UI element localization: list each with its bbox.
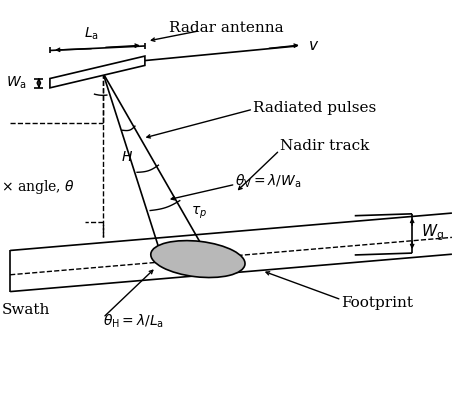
Text: $\theta_\mathrm{V} = \lambda/W_\mathrm{a}$: $\theta_\mathrm{V} = \lambda/W_\mathrm{a… [236, 173, 302, 190]
Text: Radar antenna: Radar antenna [169, 21, 284, 35]
Text: Swath: Swath [1, 303, 50, 317]
Ellipse shape [151, 241, 245, 278]
Text: Radiated pulses: Radiated pulses [253, 102, 376, 116]
Text: $W_\mathrm{a}$: $W_\mathrm{a}$ [6, 75, 27, 91]
Text: $\times$ angle, $\theta$: $\times$ angle, $\theta$ [1, 178, 75, 196]
Text: Footprint: Footprint [341, 296, 413, 310]
Text: $W_\mathrm{g}$: $W_\mathrm{g}$ [421, 222, 444, 243]
Text: $L_\mathrm{a}$: $L_\mathrm{a}$ [84, 26, 100, 42]
Text: Nadir track: Nadir track [280, 139, 369, 153]
Text: $H$: $H$ [120, 150, 133, 164]
Text: $\tau_p$: $\tau_p$ [191, 205, 208, 221]
Text: $\theta_\mathrm{H} = \lambda/L_\mathrm{a}$: $\theta_\mathrm{H} = \lambda/L_\mathrm{a… [103, 313, 164, 330]
Text: $v$: $v$ [309, 38, 319, 54]
Polygon shape [50, 56, 145, 88]
